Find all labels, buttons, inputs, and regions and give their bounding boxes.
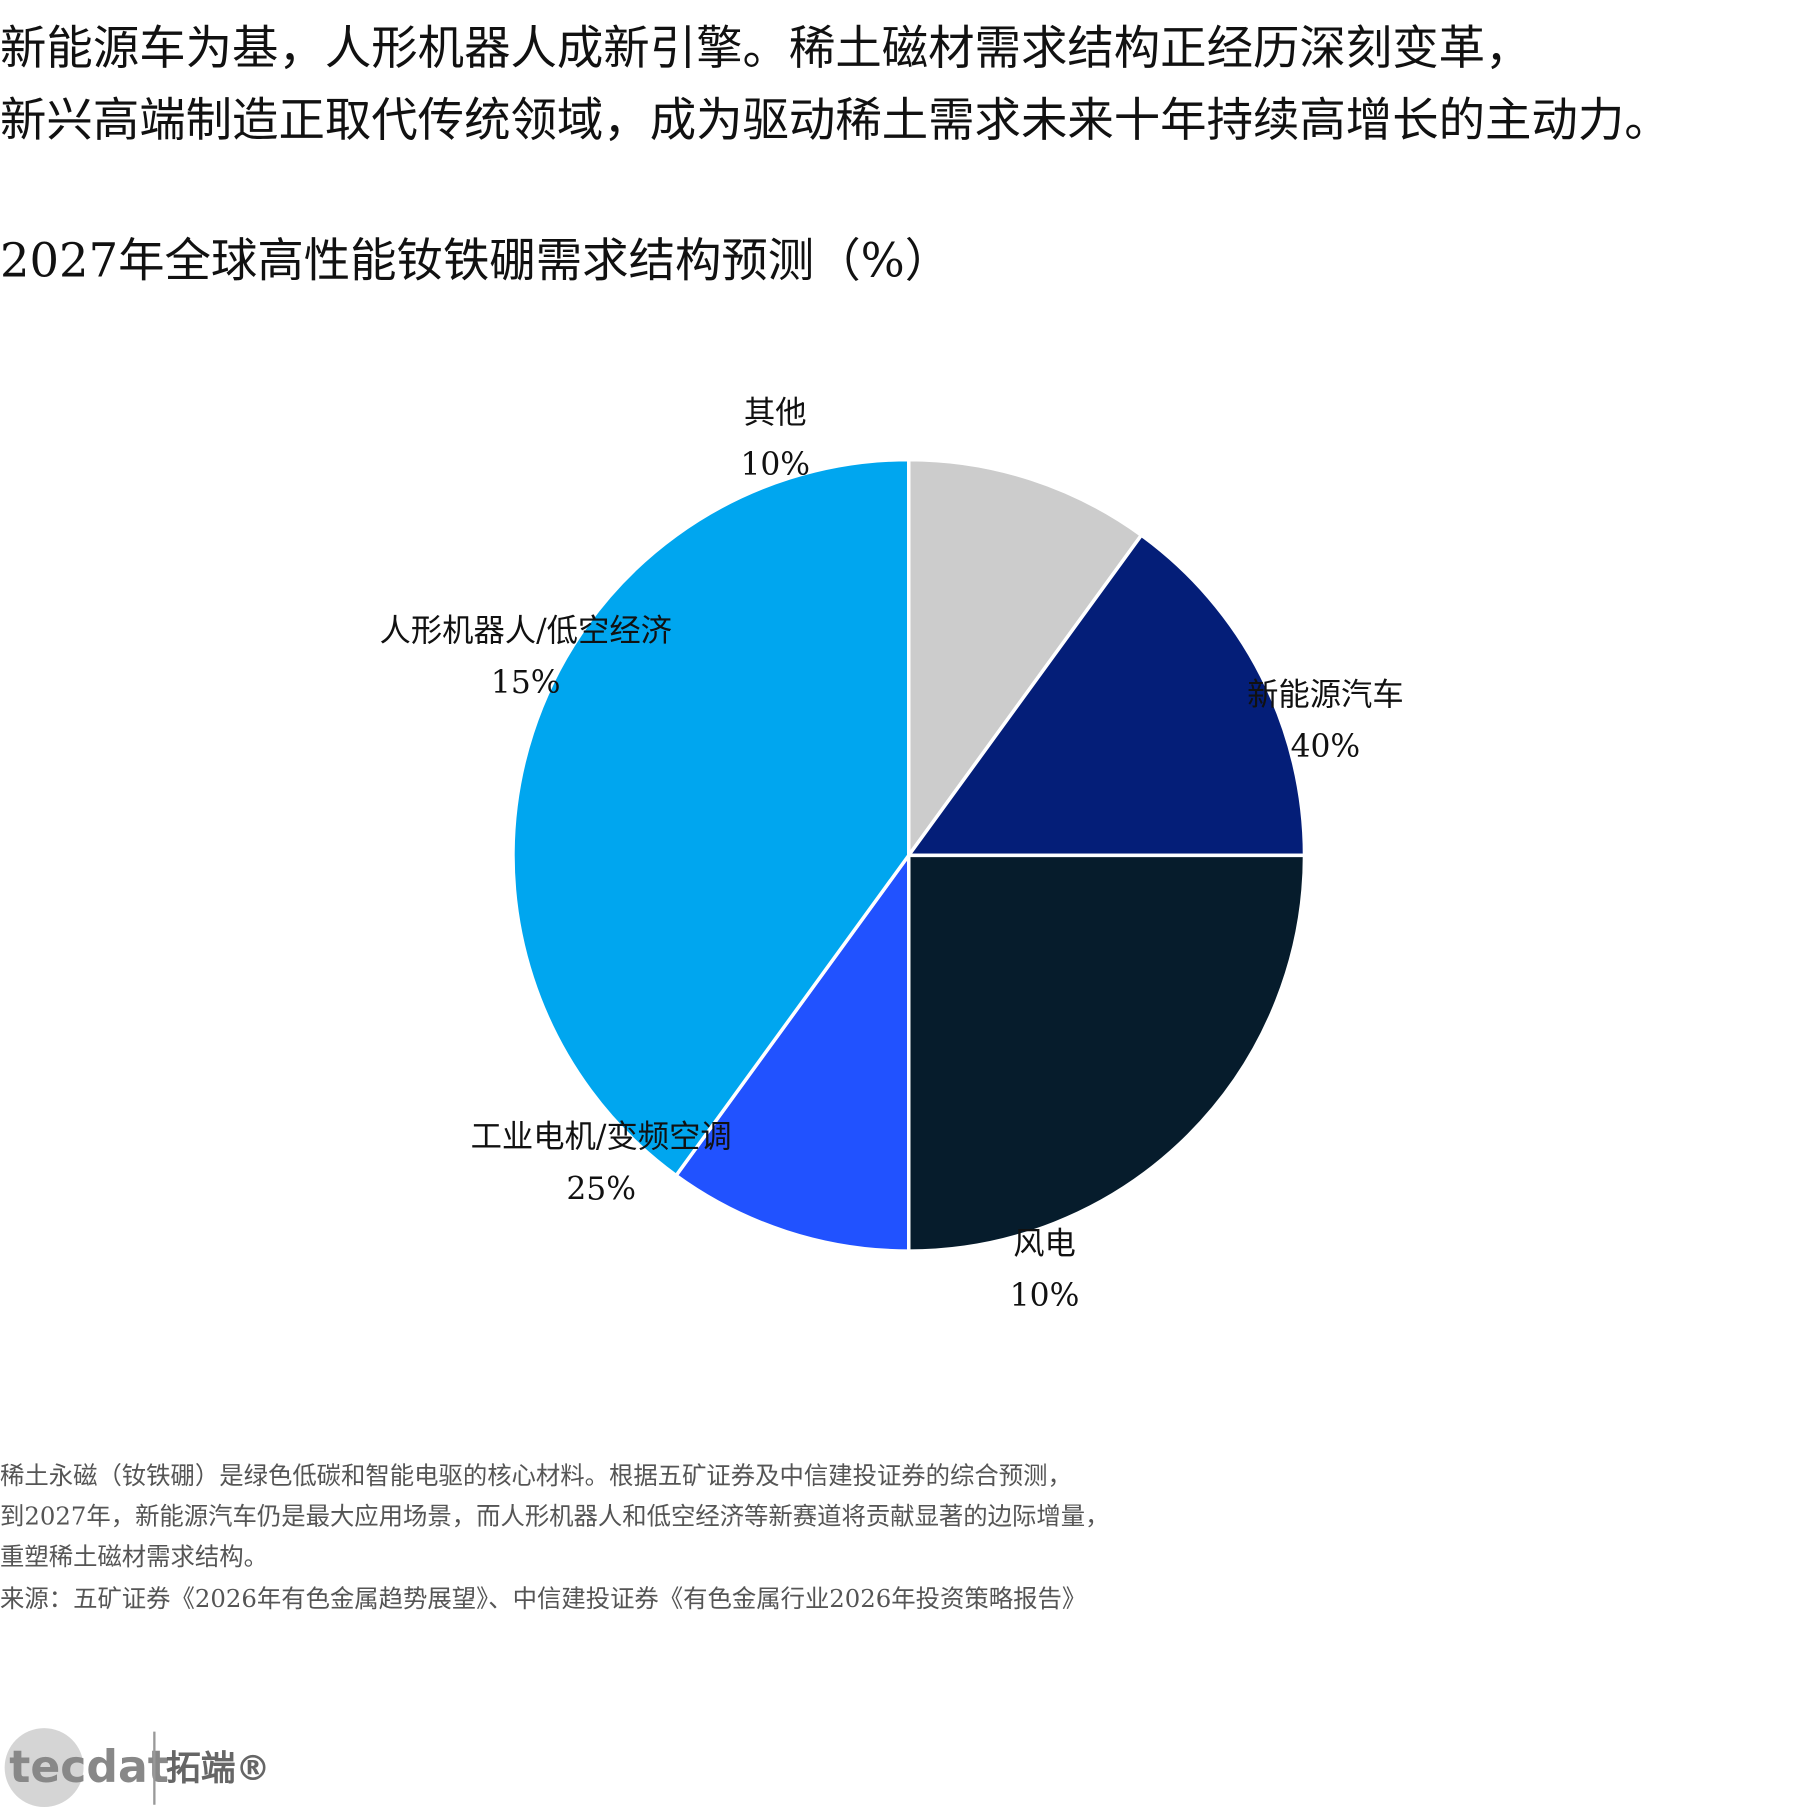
note-line: 重塑稀土磁材需求结构。 (0, 1542, 268, 1571)
pie-slice (907, 457, 1144, 861)
chart-title: 2027年全球高性能钕铁硼需求结构预测（%） (0, 234, 951, 288)
slice-label: 工业电机/变频空调 (471, 1119, 732, 1155)
value-label: 10% (740, 447, 810, 483)
note-line: 稀土永磁（钕铁硼）是绿色低碳和智能电驱的核心材料。根据五矿证券及中信建投证券的综… (0, 1461, 1072, 1490)
header-line: 新兴高端制造正取代传统领域，成为驱动稀土需求未来十年持续高增长的主动力。 (0, 93, 1671, 147)
pie-slice (905, 532, 1307, 858)
slice-label: 风电 (1013, 1226, 1076, 1262)
pie-slice (511, 457, 911, 1178)
value-label: 25% (566, 1171, 636, 1207)
value-label: 10% (1010, 1278, 1080, 1314)
slice-label: 人形机器人/低空经济 (379, 613, 672, 649)
logo-circle (4, 1728, 84, 1808)
slice-label: 新能源汽车 (1247, 677, 1404, 713)
value-label: 15% (491, 665, 561, 701)
source: 来源：五矿证券《2026年有色金属趋势展望》、中信建投证券《有色金属行业2026… (0, 1584, 1086, 1613)
note-line: 到2027年，新能源汽车仍是最大应用场景，而人形机器人和低空经济等新赛道将贡献显… (0, 1502, 1109, 1531)
logo-cn: 拓端® (166, 1749, 270, 1789)
slice-label: 其他 (744, 395, 807, 431)
header-line: 新能源车为基，人形机器人成新引擎。稀土磁材需求结构正经历深刻变革， (0, 21, 1531, 75)
pie-slice (673, 849, 911, 1253)
pie-slice (907, 853, 1307, 1253)
value-label: 40% (1291, 729, 1361, 765)
logo-text: tecdat (9, 1742, 169, 1793)
